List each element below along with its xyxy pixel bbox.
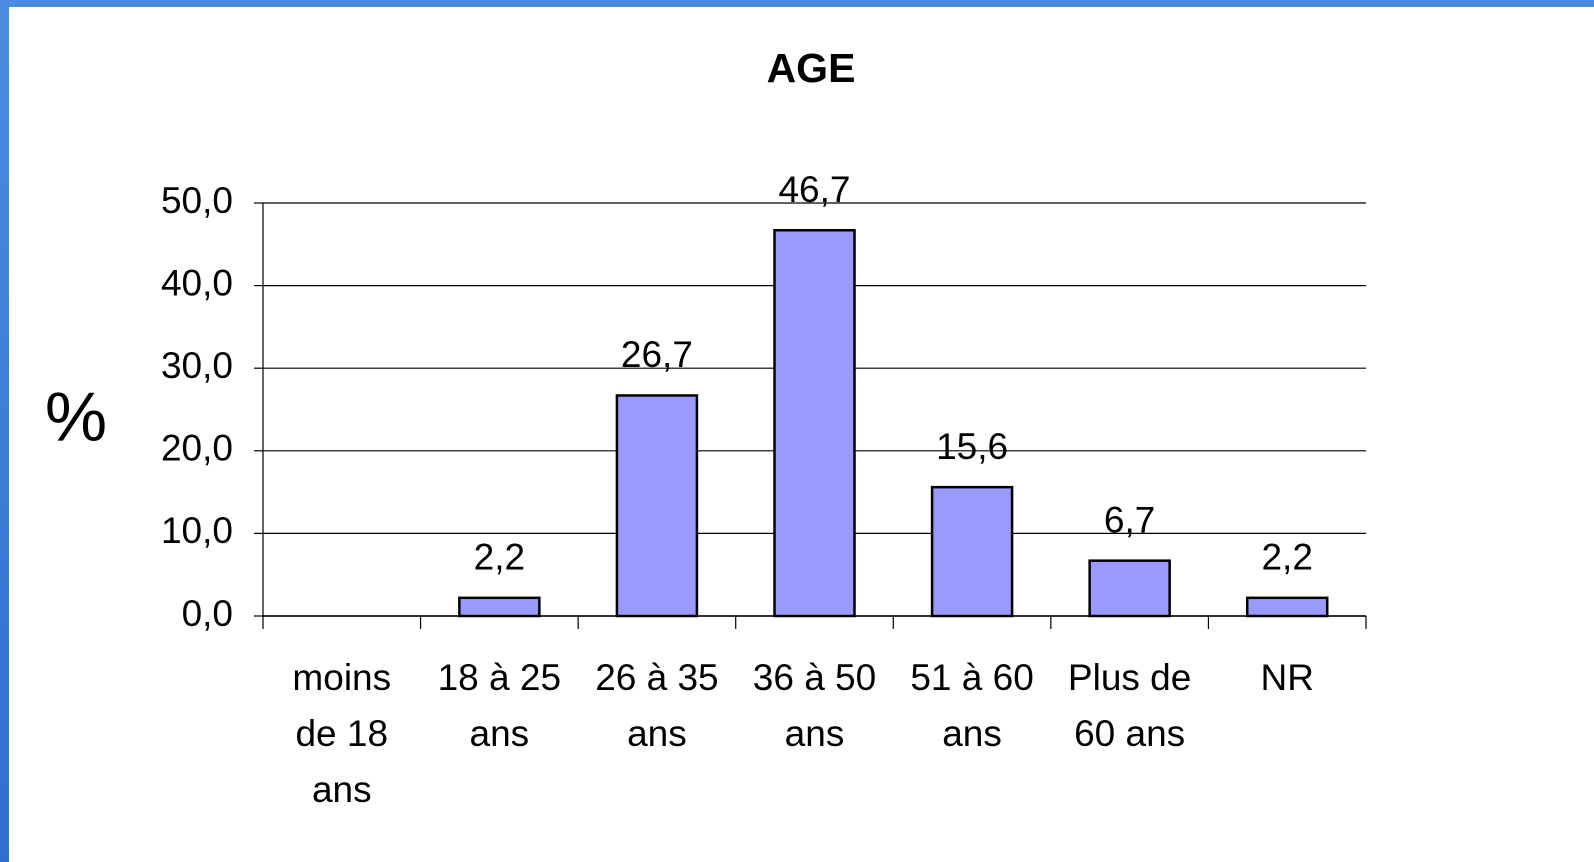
x-tick-label: moins de 18 ans [292,657,392,810]
y-axis-label: % [45,377,107,455]
bar [615,394,699,618]
y-tick-label: 0,0 [182,593,233,634]
x-tick-label: 36 à 50 ans [752,657,877,754]
data-label: 26,7 [621,334,693,375]
x-tick-label: 18 à 25 ans [437,657,562,754]
y-tick-label: 50,0 [161,180,233,221]
bar [1245,596,1329,618]
x-tick-label: 51 à 60 ans [910,657,1034,754]
data-label: 2,2 [1261,537,1312,578]
data-label: 15,6 [936,426,1008,467]
bar [458,596,541,618]
bar [1088,559,1171,618]
data-label: 46,7 [778,169,850,210]
bar [930,485,1014,618]
data-label: 6,7 [1104,499,1155,540]
y-tick-label: 30,0 [161,345,233,386]
y-tick-label: 40,0 [161,262,233,303]
bar [773,229,856,618]
x-tick-label: Plus de 60 ans [1067,657,1192,754]
chart-title: AGE [767,45,856,91]
x-tick-label: 26 à 35 ans [595,657,719,754]
y-tick-label: 20,0 [161,428,233,469]
y-tick-label: 10,0 [161,510,233,551]
x-tick-label: NR [1260,657,1314,698]
data-label: 2,2 [474,537,525,578]
